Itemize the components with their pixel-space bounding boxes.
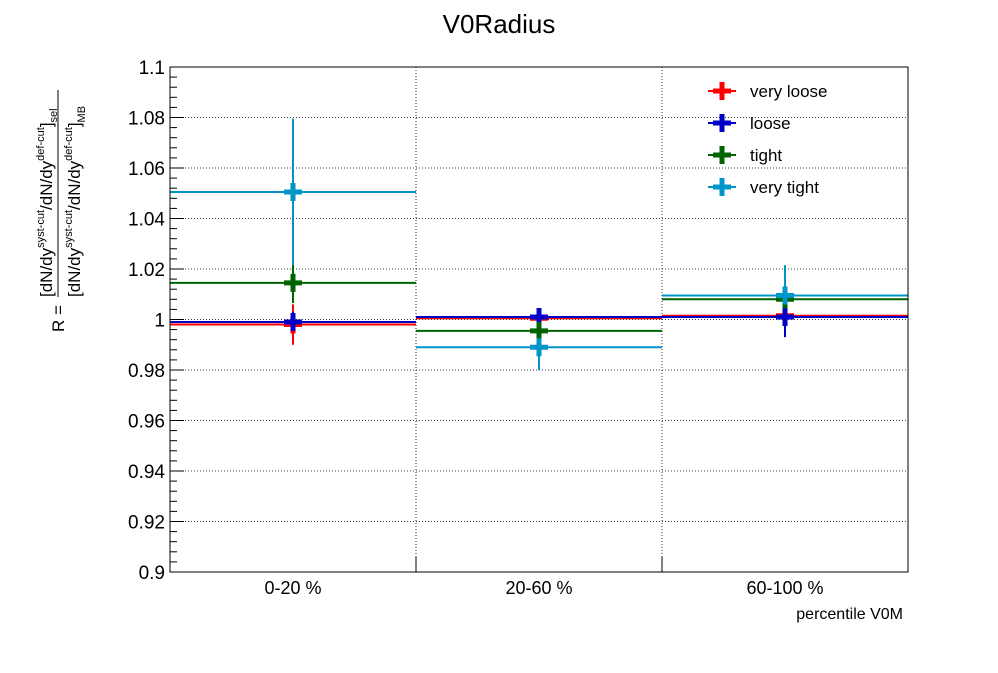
legend: very loose loose tight very tight (708, 82, 827, 197)
legend-label: loose (750, 114, 791, 133)
y-axis-label-prefix: R = (49, 305, 68, 332)
y-tick-label: 1.04 (128, 210, 165, 231)
chart-title: V0Radius (443, 9, 556, 39)
data-point (776, 307, 794, 326)
marker-layer (284, 182, 794, 357)
y-axis: 0.9 0.92 0.94 0.96 0.98 1 1.02 1.04 1.06 1.08 1.1 (128, 58, 184, 584)
y-axis-label-numerator: [dN/dysyst-cut/dN/dydef-cut]sel (35, 108, 60, 297)
x-tick-label: 0-20 % (264, 578, 321, 598)
data-point (776, 286, 794, 305)
y-axis-label: R = [dN/dysyst-cut/dN/dydef-cut]sel [dN/… (35, 90, 88, 332)
legend-marker (713, 146, 731, 164)
y-tick-label: 1.08 (128, 109, 165, 130)
legend-label: tight (750, 146, 782, 165)
x-axis-label: percentile V0M (796, 606, 903, 623)
y-tick-label: 0.94 (128, 462, 165, 483)
y-tick-label: 1.02 (128, 260, 165, 281)
legend-marker (713, 114, 731, 132)
y-tick-label: 1.1 (139, 58, 165, 79)
data-point (530, 338, 548, 357)
data-point (284, 273, 302, 292)
x-tick-label: 60-100 % (746, 578, 823, 598)
data-point (530, 321, 548, 340)
y-tick-label: 1.06 (128, 159, 165, 180)
legend-marker (713, 82, 731, 100)
legend-label: very tight (750, 178, 819, 197)
y-tick-label: 0.9 (139, 563, 165, 584)
y-tick-label: 0.98 (128, 361, 165, 382)
data-point (284, 182, 302, 201)
data-point (284, 313, 302, 332)
legend-marker (713, 178, 731, 196)
x-axis: 0-20 % 20-60 % 60-100 % (264, 557, 824, 598)
legend-label: very loose (750, 82, 827, 101)
y-tick-label: 0.92 (128, 513, 165, 534)
x-tick-label: 20-60 % (505, 578, 572, 598)
y-tick-label: 1 (154, 311, 165, 332)
y-tick-label: 0.96 (128, 412, 165, 433)
y-axis-label-denominator: [dN/dysyst-cut/dN/dydef-cut]MB (63, 106, 88, 297)
